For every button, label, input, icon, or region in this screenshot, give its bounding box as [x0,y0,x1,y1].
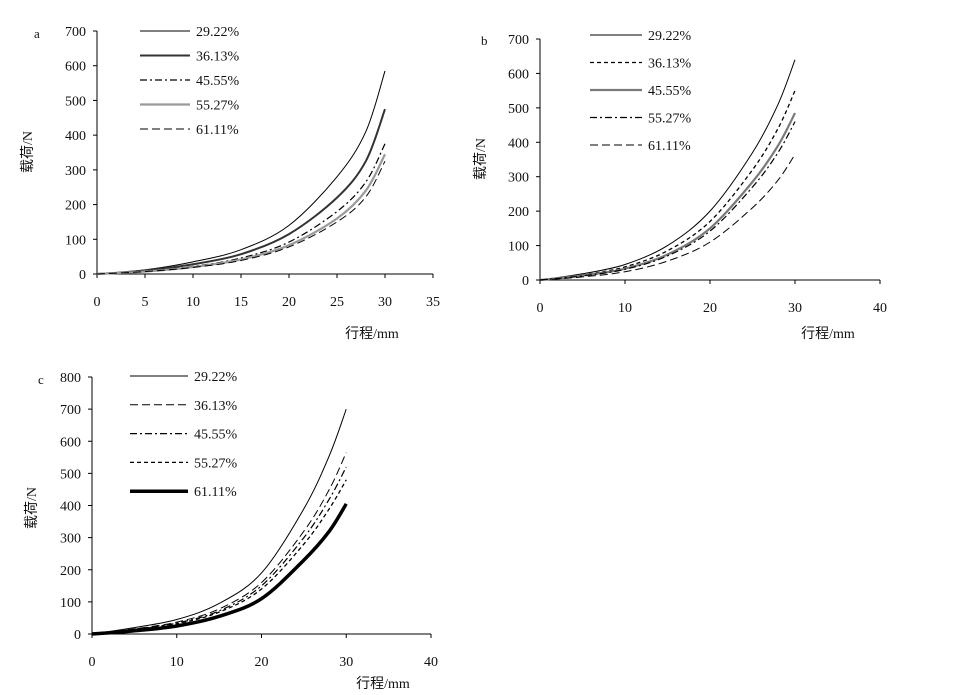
y-tick-label: 200 [65,199,86,214]
legend-label: 29.22% [648,29,692,44]
legend-label: 61.11% [648,139,691,154]
x-tick-label: 30 [339,655,353,670]
panel-b-letter: b [481,33,488,48]
series-line-55-27pct [539,121,796,281]
x-tick-label: 0 [537,301,544,316]
panel-b-x-label: 行程/mm [801,326,855,342]
x-tick-label: 25 [330,295,344,310]
x-tick-label: 30 [378,295,392,310]
y-tick-label: 100 [508,240,529,255]
panel-a-legend: 29.22% 36.13% 45.55% 55.27% 61.11% [140,25,240,138]
panel-a-y-label: 载荷/N [20,131,36,173]
panel-c-legend: 29.22% 36.13% 45.55% 55.27% 61.11% [130,370,238,500]
y-tick-label: 200 [60,564,81,579]
legend-label: 45.55% [648,84,692,99]
y-tick-label: 300 [65,164,86,179]
y-tick-label: 500 [508,102,529,117]
x-tick-label: 35 [426,295,440,310]
series-line-61-11pct [539,154,796,281]
y-tick-label: 200 [508,205,529,220]
series-line-29-22pct [91,408,347,635]
x-tick-label: 10 [186,295,200,310]
panel-a-letter: a [34,26,40,41]
panel-a-x-label: 行程/mm [345,326,399,342]
y-tick-label: 100 [65,233,86,248]
panel-a-curves [96,70,386,276]
series-line-55-27pct [96,153,386,276]
y-tick-label: 400 [65,129,86,144]
y-tick-label: 400 [508,136,529,151]
y-tick-label: 400 [60,500,81,515]
panel-b-x-ticks: 0 10 20 30 40 [537,280,887,316]
x-tick-label: 20 [703,301,717,316]
x-tick-label: 10 [170,655,184,670]
panel-a-x-ticks: 0 5 10 15 20 25 30 35 [94,274,440,310]
x-tick-label: 0 [89,655,96,670]
legend-label: 61.11% [194,485,237,500]
panel-a-y-ticks: 0 100 200 300 400 500 600 700 [65,25,97,283]
legend-label: 61.11% [196,123,239,138]
legend-label: 55.27% [648,112,692,127]
legend-label: 29.22% [196,25,240,40]
panel-c-letter: c [38,372,44,387]
x-tick-label: 30 [788,301,802,316]
panel-c-curves [91,408,348,636]
y-tick-label: 600 [60,435,81,450]
x-tick-label: 10 [618,301,632,316]
series-line-36-13pct [91,452,347,635]
y-tick-label: 500 [60,467,81,482]
panel-c-x-label: 行程/mm [356,676,410,692]
legend-label: 36.13% [648,57,692,72]
panel-b-curves [539,59,796,282]
panel-b: b 0 100 200 300 400 500 600 700 0 10 20 30 40 29.22… [473,29,887,342]
panel-c-x-ticks: 0 10 20 30 40 [89,634,438,670]
legend-label: 36.13% [194,399,238,414]
y-tick-label: 600 [508,67,529,82]
legend-label: 36.13% [196,50,240,65]
legend-label: 45.55% [196,74,240,89]
series-line-61-11pct [91,502,348,636]
x-tick-label: 15 [234,295,248,310]
panel-c: c 0 100 200 300 400 500 600 700 800 0 10 20 30 40 29… [24,370,438,692]
legend-label: 45.55% [194,428,238,443]
series-line-36-13pct [539,90,796,281]
panel-b-y-label: 载荷/N [473,138,489,180]
x-tick-label: 20 [255,655,269,670]
series-line-29-22pct [539,59,796,281]
y-tick-label: 700 [60,403,81,418]
y-tick-label: 0 [74,628,81,643]
y-tick-label: 300 [508,171,529,186]
y-tick-label: 700 [65,25,86,40]
legend-label: 29.22% [194,370,238,385]
series-line-45-55pct [96,143,386,275]
y-tick-label: 0 [79,268,86,283]
panel-c-y-label: 载荷/N [24,487,40,529]
x-tick-label: 40 [424,655,438,670]
x-tick-label: 0 [94,295,101,310]
y-tick-label: 100 [60,596,81,611]
series-line-29-22pct [96,70,386,275]
x-tick-label: 40 [873,301,887,316]
x-tick-label: 20 [282,295,296,310]
legend-label: 55.27% [194,456,238,471]
panel-b-legend: 29.22% 36.13% 45.55% 55.27% 61.11% [590,29,692,154]
x-tick-label: 5 [142,295,149,310]
y-tick-label: 700 [508,33,529,48]
y-tick-label: 800 [60,371,81,386]
panel-b-y-ticks: 0 100 200 300 400 500 600 700 [508,33,540,289]
y-tick-label: 0 [522,274,529,289]
panel-c-y-ticks: 0 100 200 300 400 500 600 700 800 [60,371,92,643]
y-tick-label: 300 [60,532,81,547]
y-tick-label: 600 [65,60,86,75]
series-line-61-11pct [96,160,386,275]
series-line-36-13pct [96,108,386,275]
y-tick-label: 500 [65,94,86,109]
legend-label: 55.27% [196,99,240,114]
